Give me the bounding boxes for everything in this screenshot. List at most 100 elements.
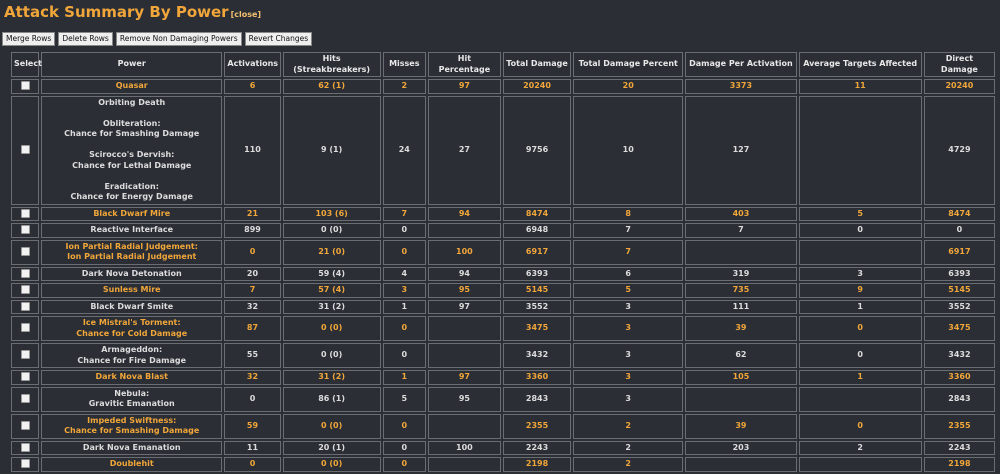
value-cell: 8: [573, 206, 684, 221]
power-line: Scirocco's Dervish:: [89, 150, 175, 159]
select-cell: [11, 299, 40, 314]
value-cell: 6: [224, 79, 281, 94]
close-link[interactable]: [close]: [230, 10, 262, 19]
checkbox[interactable]: [20, 268, 30, 278]
column-header: Hit Percentage: [427, 52, 501, 77]
power-line: Chance for Lethal Damage: [72, 160, 192, 170]
value-cell: [685, 386, 797, 412]
value-cell: 7: [573, 239, 684, 265]
value-cell: 95: [427, 283, 501, 298]
value-cell: 39: [685, 316, 797, 341]
column-header: Misses: [382, 52, 426, 77]
value-cell: 111: [685, 299, 797, 314]
value-cell: 21 (0): [282, 239, 381, 265]
table-row: Dark Nova Emanation 11 20 (1) 0 100 2243 2 203 2…: [11, 440, 995, 455]
value-cell: 735: [685, 283, 797, 298]
button[interactable]: Delete Rows: [58, 32, 113, 46]
spacer: [44, 108, 219, 119]
checkbox[interactable]: [20, 81, 30, 90]
column-header: Damage Per Activation: [685, 52, 797, 77]
power-line: Chance for Cold Damage: [76, 328, 188, 338]
value-cell: 3: [573, 370, 684, 385]
value-cell: 27: [427, 95, 501, 205]
checkbox[interactable]: [20, 350, 30, 360]
power-line: Chance for Energy Damage: [70, 192, 193, 201]
title-bar: Attack Summary By Power [close]: [4, 3, 261, 21]
value-cell: 7: [573, 223, 684, 238]
column-header: Select: [11, 52, 42, 77]
button[interactable]: Remove Non Damaging Powers: [115, 32, 242, 46]
select-cell: [11, 266, 40, 281]
value-cell: 899: [224, 223, 281, 238]
value-cell: 0: [923, 223, 995, 238]
value-cell: 9756: [502, 95, 572, 205]
value-cell: 0: [382, 457, 426, 472]
value-cell: 2: [573, 440, 684, 455]
value-cell: 7: [224, 283, 281, 298]
value-cell: 5: [798, 206, 922, 221]
checkbox[interactable]: [20, 301, 30, 311]
value-cell: 8474: [502, 206, 572, 221]
value-cell: 3432: [923, 343, 995, 368]
value-cell: [798, 95, 922, 205]
header-row: Select Power Activations Hits (Streakbreake…: [11, 52, 995, 77]
value-cell: 94: [427, 206, 501, 221]
spacer: [44, 171, 219, 182]
power-line: Dark Nova Detonation: [81, 268, 182, 278]
value-cell: 31 (2): [282, 370, 381, 385]
table-row: Dark Nova Detonation 20 59 (4) 4 94 6393 6 319 3…: [11, 266, 995, 281]
column-header: Total Damage Percent: [573, 52, 684, 77]
value-cell: [798, 239, 922, 265]
value-cell: 6393: [923, 266, 995, 281]
button[interactable]: Revert Changes: [244, 32, 313, 46]
value-cell: [427, 316, 501, 341]
select-cell: [11, 457, 40, 472]
table-row: Sunless Mire 7 57 (4) 3 95 5145 5 735 9 5145: [11, 283, 995, 298]
value-cell: 87: [224, 316, 281, 341]
checkbox[interactable]: [20, 323, 30, 333]
value-cell: 11: [224, 440, 281, 455]
select-cell: [11, 370, 40, 385]
value-cell: 8474: [923, 206, 995, 221]
table-row: Impeded Swiftness: Chance for Smashing Da…: [11, 413, 995, 439]
value-cell: 2: [573, 413, 684, 439]
value-cell: 0: [382, 223, 426, 238]
value-cell: 3: [573, 343, 684, 368]
value-cell: 9 (1): [282, 95, 381, 205]
table-row: Quasar 6 62 (1) 2 97 20240 20 3373 11 20240: [11, 79, 995, 94]
value-cell: 0: [382, 316, 426, 341]
value-cell: [798, 457, 922, 472]
value-cell: 5145: [923, 283, 995, 298]
value-cell: 319: [685, 266, 797, 281]
value-cell: 0: [382, 413, 426, 439]
checkbox[interactable]: [20, 372, 30, 381]
value-cell: 4729: [923, 95, 995, 205]
value-cell: 3: [573, 316, 684, 341]
power-line: Dark Nova Emanation: [82, 442, 181, 452]
value-cell: 5145: [502, 283, 572, 298]
select-cell: [11, 283, 40, 298]
checkbox[interactable]: [20, 285, 30, 294]
column-header: Direct Damage: [923, 52, 995, 77]
checkbox[interactable]: [20, 246, 30, 256]
value-cell: 32: [224, 299, 281, 314]
checkbox[interactable]: [20, 442, 30, 452]
checkbox[interactable]: [20, 459, 30, 468]
value-cell: 2843: [923, 386, 995, 412]
checkbox[interactable]: [20, 420, 30, 430]
value-cell: 1: [382, 299, 426, 314]
checkbox[interactable]: [20, 208, 30, 218]
column-header: Average Targets Affected: [798, 52, 922, 77]
value-cell: 97: [427, 370, 501, 385]
power-cell: Quasar: [41, 79, 223, 94]
checkbox[interactable]: [20, 225, 30, 234]
value-cell: 0: [224, 386, 281, 412]
power-line: Orbiting Death: [98, 97, 166, 107]
power-cell: Orbiting Death Obliteration: Chance for Sm…: [41, 95, 223, 205]
value-cell: [427, 343, 501, 368]
button[interactable]: Merge Rows: [2, 32, 56, 46]
checkbox[interactable]: [20, 393, 30, 403]
value-cell: [427, 413, 501, 439]
value-cell: 1: [382, 370, 426, 385]
checkbox[interactable]: [20, 144, 30, 154]
